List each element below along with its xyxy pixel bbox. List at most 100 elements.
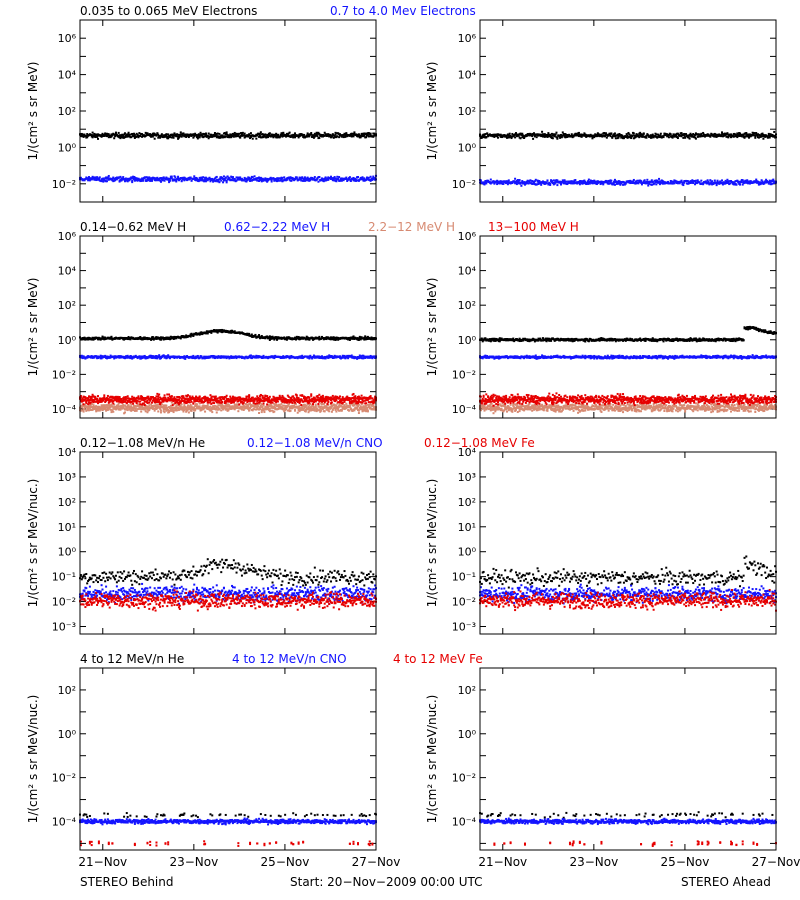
data-point: [258, 178, 261, 181]
data-point: [201, 134, 204, 137]
data-point: [276, 180, 279, 183]
data-point: [261, 133, 264, 136]
data-point: [269, 135, 272, 138]
data-point: [179, 408, 182, 411]
data-point: [280, 402, 283, 405]
data-point: [195, 403, 198, 406]
data-point: [114, 135, 117, 138]
data-point: [724, 134, 727, 137]
data-point: [249, 134, 252, 137]
data-point: [126, 354, 129, 357]
data-point: [694, 137, 697, 140]
data-point: [692, 182, 695, 185]
data-point: [318, 335, 321, 338]
data-point: [687, 136, 690, 139]
data-point: [699, 135, 702, 138]
data-point: [294, 409, 297, 412]
data-point: [713, 179, 716, 182]
data-point: [535, 183, 538, 186]
data-point: [310, 132, 313, 135]
data-point: [195, 405, 198, 408]
data-point: [179, 405, 182, 408]
data-point: [143, 406, 146, 409]
data-point: [180, 180, 183, 183]
data-point: [647, 134, 650, 137]
data-point: [158, 354, 161, 357]
data-point: [769, 133, 772, 136]
data-point: [207, 406, 210, 409]
series-points: [479, 177, 777, 187]
data-point: [351, 178, 354, 181]
data-point: [729, 182, 732, 185]
data-point: [313, 132, 316, 135]
data-point: [283, 410, 286, 413]
data-point: [715, 135, 718, 138]
data-point: [98, 407, 101, 410]
data-point: [550, 180, 553, 183]
data-point: [141, 133, 144, 136]
data-point: [160, 403, 163, 406]
data-point: [118, 180, 121, 183]
data-point: [95, 133, 98, 136]
data-point: [521, 132, 524, 135]
data-point: [153, 177, 156, 180]
data-point: [138, 132, 141, 135]
data-point: [564, 133, 567, 136]
data-point: [220, 179, 223, 182]
data-point: [287, 403, 290, 406]
data-point: [126, 409, 129, 412]
data-point: [124, 135, 127, 138]
data-point: [98, 356, 101, 359]
data-point: [308, 177, 311, 180]
data-point: [745, 131, 748, 134]
data-point: [349, 407, 352, 410]
data-point: [182, 410, 185, 413]
data-point: [534, 178, 537, 181]
data-point: [213, 404, 216, 407]
data-point: [541, 134, 544, 137]
data-point: [674, 135, 677, 138]
data-point: [80, 405, 83, 408]
data-point: [103, 134, 106, 137]
data-point: [253, 175, 256, 178]
data-point: [769, 181, 772, 184]
data-point: [278, 136, 281, 139]
data-point: [144, 410, 147, 413]
data-point: [233, 177, 236, 180]
data-point: [264, 177, 267, 180]
data-point: [180, 135, 183, 138]
data-point: [373, 132, 376, 135]
data-point: [170, 175, 173, 178]
data-point: [578, 183, 581, 186]
data-point: [282, 408, 285, 411]
data-point: [121, 133, 124, 136]
data-point: [203, 180, 206, 183]
data-point: [275, 336, 278, 339]
data-point: [643, 179, 646, 182]
data-point: [735, 134, 738, 137]
data-point: [296, 411, 299, 414]
data-point: [155, 355, 158, 358]
data-point: [342, 133, 345, 136]
data-point: [590, 134, 593, 137]
data-point: [667, 136, 670, 139]
data-point: [190, 409, 193, 412]
data-point: [621, 134, 624, 137]
data-point: [262, 404, 265, 407]
data-point: [156, 357, 159, 360]
data-point: [180, 403, 183, 406]
data-point: [226, 175, 229, 178]
data-point: [283, 176, 286, 179]
data-point: [214, 180, 217, 183]
data-point: [237, 133, 240, 136]
data-point: [610, 132, 613, 135]
data-point: [666, 135, 669, 138]
data-point: [308, 135, 311, 138]
data-point: [274, 134, 277, 137]
data-point: [493, 135, 496, 138]
data-point: [184, 405, 187, 408]
data-point: [661, 182, 664, 185]
data-point: [304, 338, 307, 341]
data-point: [171, 133, 174, 136]
